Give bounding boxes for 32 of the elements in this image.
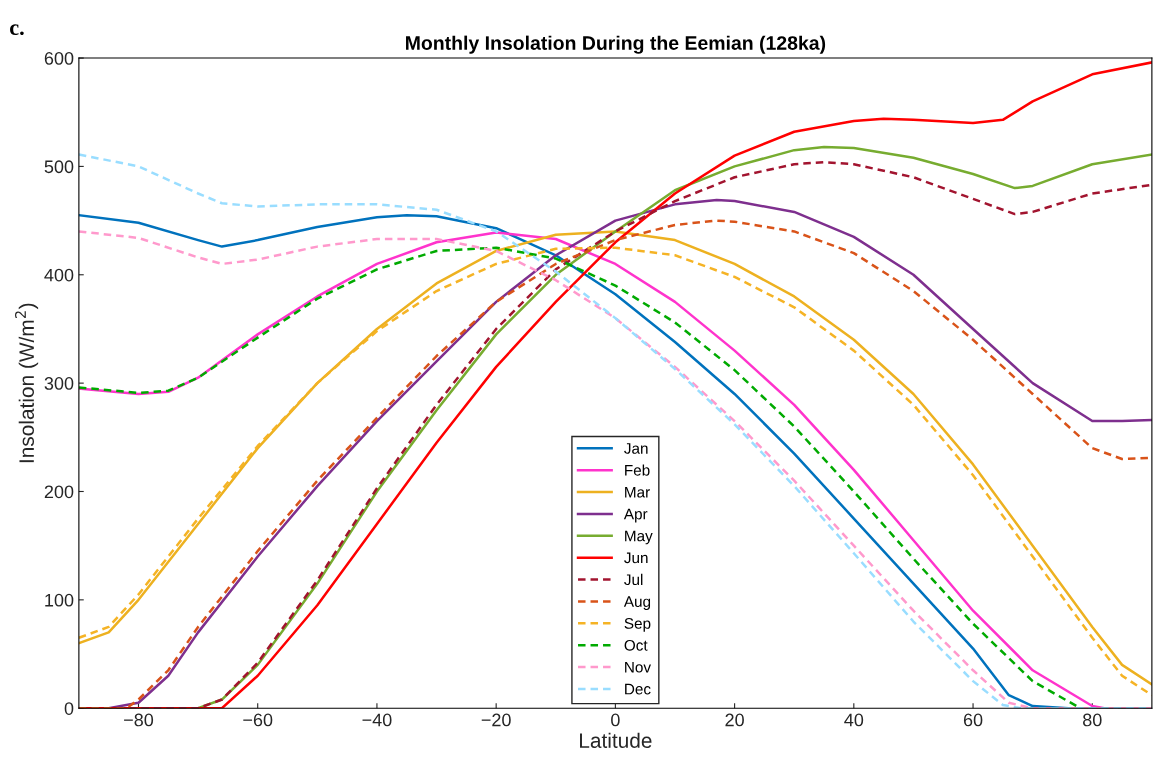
x-tick-label: 60: [963, 713, 983, 727]
legend-label: Jan: [624, 443, 648, 454]
x-tick-label: 80: [1083, 713, 1102, 727]
y-tick-label: 100: [45, 593, 74, 607]
x-tick-label: −40: [362, 713, 392, 727]
legend-label: Aug: [623, 596, 651, 610]
x-tick-label: −60: [243, 713, 273, 727]
x-axis-title: Latitude: [580, 732, 652, 748]
y-tick-label: 0: [64, 702, 74, 715]
legend-label: Oct: [624, 639, 648, 651]
y-tick-label: 600: [44, 51, 74, 65]
y-tick-label: 400: [44, 268, 74, 282]
legend-label: May: [625, 530, 653, 545]
legend-label: Sep: [624, 618, 651, 632]
legend-label: Mar: [625, 486, 650, 498]
y-tick-label: 300: [44, 377, 74, 390]
text: c.: [10, 24, 24, 36]
x-tick-label: 40: [844, 713, 864, 727]
legend-label: Dec: [625, 683, 651, 695]
legend-label: Jun: [624, 552, 648, 564]
legend-label: Nov: [625, 661, 651, 673]
x-tick-label: 0: [611, 713, 620, 727]
y-tick-label: 500: [44, 160, 74, 174]
x-tick-label: −80: [124, 713, 154, 727]
y-axis-title: Insolation (W/m$^{2}$): [15, 303, 39, 463]
y-tick-label: 200: [44, 485, 74, 499]
x-tick-label: −20: [481, 713, 511, 727]
legend-label: Jul: [624, 573, 643, 586]
x-tick-label: 20: [725, 713, 744, 727]
chart-title: Monthly Insolation During the Eemian (128ka): [406, 35, 826, 54]
legend-label: Feb: [625, 464, 650, 476]
legend-label: Apr: [623, 508, 648, 523]
